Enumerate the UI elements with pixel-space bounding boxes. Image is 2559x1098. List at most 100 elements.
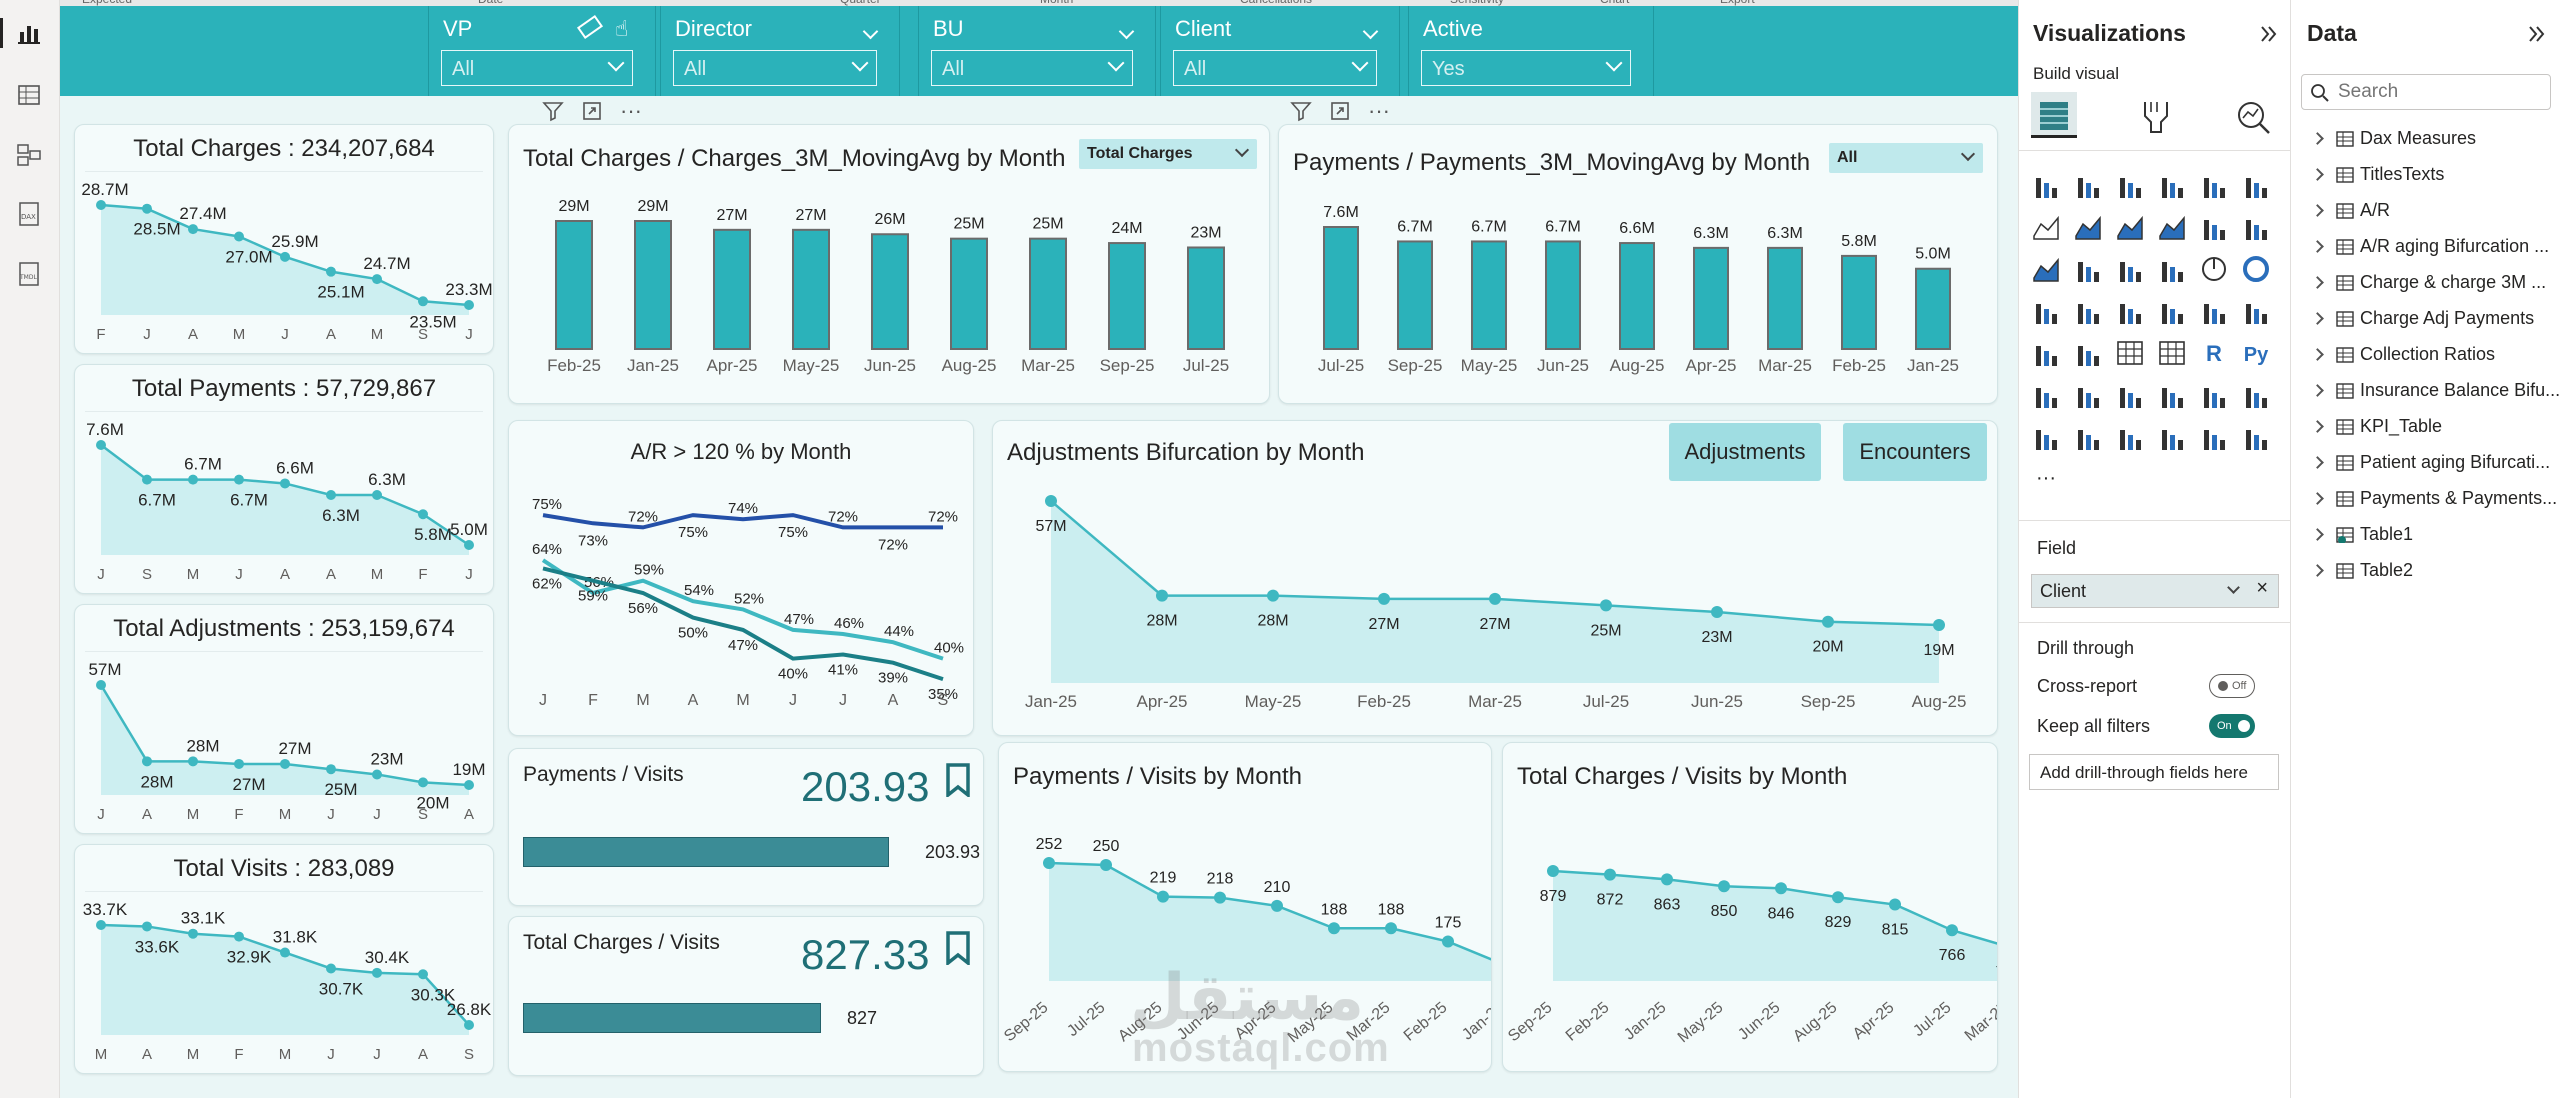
bar[interactable]	[1915, 267, 1951, 351]
data-point[interactable]	[464, 540, 474, 550]
expand-chevron-icon[interactable]	[2311, 348, 2324, 361]
power-apps-visual-icon[interactable]	[2031, 422, 2061, 452]
data-point[interactable]	[464, 780, 474, 790]
table-visual-icon[interactable]	[2115, 338, 2145, 368]
kpi-visual-icon[interactable]	[2073, 338, 2103, 368]
adjustments-button[interactable]: Adjustments	[1669, 423, 1821, 481]
100-area-visual-icon[interactable]	[2157, 212, 2187, 242]
data-point[interactable]	[1271, 899, 1283, 912]
data-point[interactable]	[326, 963, 336, 974]
bar[interactable]	[634, 220, 672, 350]
chevron-down-icon[interactable]	[1362, 23, 1379, 40]
data-point[interactable]	[1045, 495, 1057, 507]
expand-chevron-icon[interactable]	[2311, 132, 2324, 145]
data-table-2[interactable]: A/R	[2311, 200, 2390, 221]
bar[interactable]	[1187, 246, 1225, 350]
slicer-visual-icon[interactable]	[2115, 422, 2145, 452]
area-visual-icon[interactable]	[2073, 212, 2103, 242]
charges-per-visit-card[interactable]: Total Charges / Visits 827.33 827	[508, 916, 984, 1076]
slicer-dropdown[interactable]: Yes	[1421, 50, 1631, 86]
clustered-column-visual-icon[interactable]	[2157, 170, 2187, 200]
chevron-down-icon[interactable]	[1118, 23, 1135, 40]
stacked-bar-visual-icon[interactable]	[2031, 170, 2061, 200]
data-point[interactable]	[142, 921, 152, 932]
slicer-dropdown[interactable]: All	[673, 50, 877, 86]
diamond-visual-icon[interactable]	[2241, 422, 2271, 452]
more-options-icon[interactable]: ···	[620, 98, 642, 123]
slicer-bu[interactable]: BU All	[918, 6, 1156, 96]
data-point[interactable]	[1043, 857, 1055, 869]
data-point[interactable]	[234, 758, 244, 769]
data-table-7[interactable]: Insurance Balance Bifu...	[2311, 380, 2559, 401]
decomp-tree-visual-icon[interactable]	[2073, 380, 2103, 410]
data-point[interactable]	[464, 1020, 474, 1030]
data-point[interactable]	[1385, 922, 1397, 935]
expand-chevron-icon[interactable]	[2311, 492, 2324, 505]
collapse-pane-icon[interactable]	[2527, 24, 2547, 44]
bookmark-icon[interactable]	[945, 763, 971, 797]
collapse-pane-icon[interactable]	[2259, 24, 2279, 44]
data-point[interactable]	[1604, 868, 1616, 881]
expand-chevron-icon[interactable]	[2311, 420, 2324, 433]
data-point[interactable]	[464, 300, 474, 310]
expand-chevron-icon[interactable]	[2311, 456, 2324, 469]
treemap-visual-icon[interactable]	[2031, 296, 2061, 326]
bar[interactable]	[950, 237, 988, 350]
data-point[interactable]	[142, 756, 152, 767]
clustered-bar-visual-icon[interactable]	[2115, 170, 2145, 200]
card-visual-icon[interactable]	[2241, 296, 2271, 326]
data-point[interactable]	[280, 478, 290, 489]
data-point[interactable]	[280, 251, 290, 262]
bar[interactable]	[1471, 240, 1507, 350]
azure-map-visual-icon[interactable]	[2157, 296, 2187, 326]
expand-chevron-icon[interactable]	[2311, 276, 2324, 289]
line-visual-icon[interactable]	[2031, 212, 2061, 242]
data-search-input[interactable]	[2338, 81, 2538, 103]
kpi-card[interactable]: Total Charges : 234,207,684 28.7M F 28.5M J 2…	[74, 124, 494, 354]
data-point[interactable]	[96, 440, 106, 450]
data-point[interactable]	[188, 756, 198, 767]
focus-mode-icon[interactable]	[582, 101, 602, 121]
add-drill-through-well[interactable]: Add drill-through fields here	[2029, 754, 2279, 790]
waterfall-visual-icon[interactable]	[2073, 254, 2103, 284]
data-point[interactable]	[234, 474, 244, 485]
data-point[interactable]	[1600, 599, 1612, 612]
data-point[interactable]	[188, 224, 198, 235]
focus-mode-icon[interactable]	[1330, 101, 1350, 121]
kpi-card[interactable]: Total Adjustments : 253,159,674 57M J 28M A 2…	[74, 604, 494, 834]
data-point[interactable]	[96, 200, 106, 210]
ar-line-chart[interactable]: A/R > 120 % by Month 75% 73% 72% 75% 74% 75% 7…	[508, 420, 974, 736]
bar[interactable]	[1397, 240, 1433, 350]
data-point[interactable]	[96, 680, 106, 690]
bar[interactable]	[1841, 254, 1877, 350]
stacked-column-visual-icon[interactable]	[2073, 170, 2103, 200]
data-point[interactable]	[372, 967, 382, 978]
data-point[interactable]	[1547, 865, 1559, 877]
report-view-icon[interactable]	[12, 16, 46, 50]
data-table-1[interactable]: TitlesTexts	[2311, 164, 2444, 185]
data-table-0[interactable]: Dax Measures	[2311, 128, 2476, 149]
expand-chevron-icon[interactable]	[2311, 240, 2324, 253]
expand-chevron-icon[interactable]	[2311, 168, 2324, 181]
bar[interactable]	[555, 220, 593, 350]
series-line[interactable]	[541, 558, 944, 661]
format-visual-icon[interactable]	[2137, 98, 2173, 136]
payments-measure-dropdown[interactable]: All	[1829, 143, 1983, 173]
slicer-dropdown[interactable]: All	[931, 50, 1133, 86]
metrics-visual-icon[interactable]	[2241, 380, 2271, 410]
matrix-visual-icon[interactable]	[2157, 338, 2187, 368]
data-point[interactable]	[326, 764, 336, 775]
donut-visual-icon[interactable]	[2241, 254, 2271, 284]
data-point[interactable]	[1442, 935, 1454, 948]
data-point[interactable]	[372, 490, 382, 500]
multi-card-visual-icon[interactable]	[2031, 338, 2061, 368]
stacked-area-visual-icon[interactable]	[2115, 212, 2145, 242]
tmdl-view-icon[interactable]: TMDL	[12, 258, 46, 292]
data-point[interactable]	[1889, 898, 1901, 911]
build-visual-tab[interactable]	[2031, 92, 2077, 138]
data-point[interactable]	[372, 769, 382, 780]
remove-field-icon[interactable]: ×	[2256, 577, 2268, 599]
data-point[interactable]	[1718, 880, 1730, 893]
payments-bar-chart[interactable]: Payments / Payments_3M_MovingAvg by Mont…	[1278, 124, 1998, 404]
data-table-4[interactable]: Charge & charge 3M ...	[2311, 272, 2546, 293]
